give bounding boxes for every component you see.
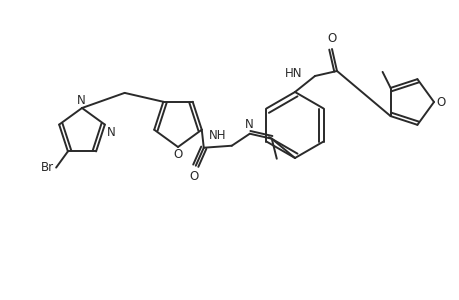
Text: NH: NH — [208, 129, 226, 142]
Text: O: O — [327, 32, 336, 45]
Text: HN: HN — [284, 67, 302, 80]
Text: O: O — [435, 95, 444, 109]
Text: Br: Br — [41, 161, 54, 174]
Text: N: N — [244, 118, 252, 131]
Text: O: O — [189, 170, 198, 183]
Text: N: N — [77, 94, 85, 107]
Text: N: N — [106, 126, 115, 139]
Text: O: O — [173, 148, 182, 161]
